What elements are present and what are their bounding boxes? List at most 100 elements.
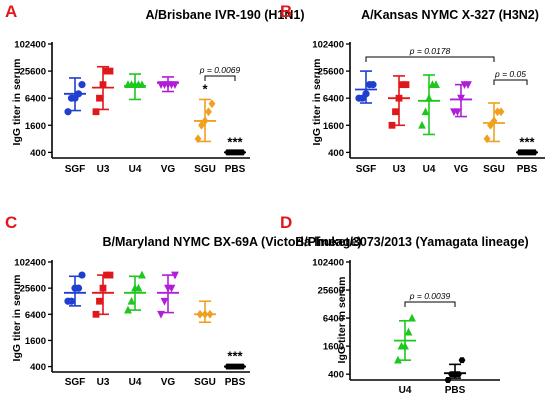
- group-vg: VG: [157, 76, 179, 175]
- group-sgu: SGU: [194, 300, 216, 388]
- data-point: [99, 81, 107, 89]
- y-tick-label: 1600: [323, 121, 344, 132]
- data-point: [96, 297, 103, 305]
- group-vg: VG: [157, 271, 179, 388]
- data-point: [206, 309, 214, 319]
- data-point: [238, 149, 246, 156]
- data-point: [497, 107, 505, 117]
- panel-title: B/Maryland NYMC BX-69A (Victoria lineage…: [102, 235, 361, 249]
- y-tick-label: 102400: [312, 258, 344, 269]
- data-point: [394, 355, 402, 364]
- x-tick-label: U4: [129, 164, 142, 175]
- data-point: [395, 94, 403, 102]
- y-tick-label: 400: [328, 148, 344, 159]
- y-axis-label: IgG titer in serum: [336, 277, 348, 364]
- bracket-line: [204, 75, 236, 81]
- x-tick-label: SGF: [356, 164, 377, 175]
- data-point: [167, 284, 176, 293]
- data-point: [106, 271, 114, 279]
- data-point: [401, 341, 409, 350]
- bracket-line: [365, 56, 495, 62]
- y-tick-label: 1600: [323, 342, 344, 353]
- y-tick-label: 25600: [318, 286, 344, 297]
- y-tick-label: 1600: [25, 121, 46, 132]
- x-tick-label: SGF: [65, 377, 86, 388]
- panel-letter: C: [5, 213, 17, 232]
- x-tick-label: SGU: [483, 164, 505, 175]
- data-point: [138, 270, 146, 279]
- data-point: [194, 134, 202, 144]
- data-point: [196, 309, 204, 319]
- significance-bracket: p = 0.0039: [404, 291, 456, 307]
- group-sgf: SGF: [64, 271, 86, 388]
- y-tick-label: 6400: [323, 314, 344, 325]
- data-point: [238, 363, 246, 370]
- panel-title: B/Phuket/3073/2013 (Yamagata lineage): [295, 235, 528, 249]
- x-tick-label: PBS: [225, 164, 246, 175]
- data-point: [124, 305, 132, 314]
- data-point: [455, 371, 462, 378]
- y-tick-label: 6400: [25, 94, 46, 105]
- y-tick-label: 25600: [20, 67, 46, 78]
- significance-stars: ***: [519, 134, 535, 149]
- group-pbs: PBS: [444, 357, 466, 396]
- x-tick-label: SGU: [194, 164, 216, 175]
- x-tick-label: U3: [393, 164, 406, 175]
- data-point: [362, 90, 370, 98]
- group-u4: U4: [124, 73, 146, 175]
- data-point: [134, 283, 143, 292]
- group-pbs: PBS: [516, 149, 538, 175]
- data-point: [404, 327, 413, 336]
- y-tick-label: 102400: [312, 40, 344, 51]
- y-tick-label: 25600: [318, 67, 344, 78]
- panel-a: A A/Brisbane IVR-190 (H1N1) IgG titer in s…: [5, 2, 305, 175]
- y-tick-label: 102400: [14, 40, 46, 51]
- group-sgf: SGF: [355, 70, 377, 175]
- bracket-line: [404, 301, 456, 307]
- y-tick-label: 400: [30, 362, 46, 373]
- data-point: [369, 81, 377, 89]
- data-point: [157, 310, 165, 319]
- x-tick-label: PBS: [225, 377, 246, 388]
- data-point: [458, 357, 466, 364]
- significance-bracket: p = 0.0069: [199, 65, 240, 81]
- y-axis-label: IgG titer in serum: [11, 59, 23, 146]
- p-value-label: p = 0.0039: [409, 291, 451, 301]
- y-tick-label: 400: [30, 148, 46, 159]
- data-point: [96, 94, 103, 102]
- panel-d: DB/Phuket/3073/2013 (Yamagata lineage) Ig…: [280, 213, 529, 396]
- group-u4: U4: [418, 74, 440, 175]
- x-tick-label: VG: [161, 377, 176, 388]
- x-tick-label: SGU: [194, 377, 216, 388]
- panel-letter: D: [280, 213, 292, 232]
- group-pbs: PBS: [224, 149, 246, 175]
- x-tick-label: U3: [97, 377, 110, 388]
- y-axis-label: IgG titer in serum: [311, 59, 323, 146]
- y-tick-label: 1600: [25, 336, 46, 347]
- y-tick-label: 6400: [323, 94, 344, 105]
- data-point: [402, 81, 410, 89]
- p-value-label: p = 0.05: [494, 69, 526, 79]
- data-point: [67, 297, 76, 305]
- y-tick-label: 102400: [14, 258, 46, 269]
- data-point: [160, 297, 169, 306]
- x-tick-label: U3: [97, 164, 110, 175]
- data-point: [530, 149, 538, 156]
- data-point: [78, 271, 86, 279]
- panel-c: C B/Maryland NYMC BX-69A (Victoria lineag…: [5, 213, 362, 388]
- data-point: [92, 108, 100, 116]
- significance-stars: *: [202, 81, 208, 96]
- p-value-label: p = 0.0178: [409, 46, 451, 56]
- data-point: [425, 93, 433, 102]
- data-point: [457, 94, 465, 103]
- panel-letter: A: [5, 2, 17, 21]
- bracket-line: [493, 79, 528, 85]
- data-point: [74, 284, 83, 292]
- data-point: [127, 296, 136, 305]
- group-u3: U3: [92, 271, 114, 388]
- data-point: [64, 108, 72, 116]
- data-point: [78, 81, 86, 89]
- y-tick-label: 400: [328, 370, 344, 381]
- panel-letter: B: [280, 2, 292, 21]
